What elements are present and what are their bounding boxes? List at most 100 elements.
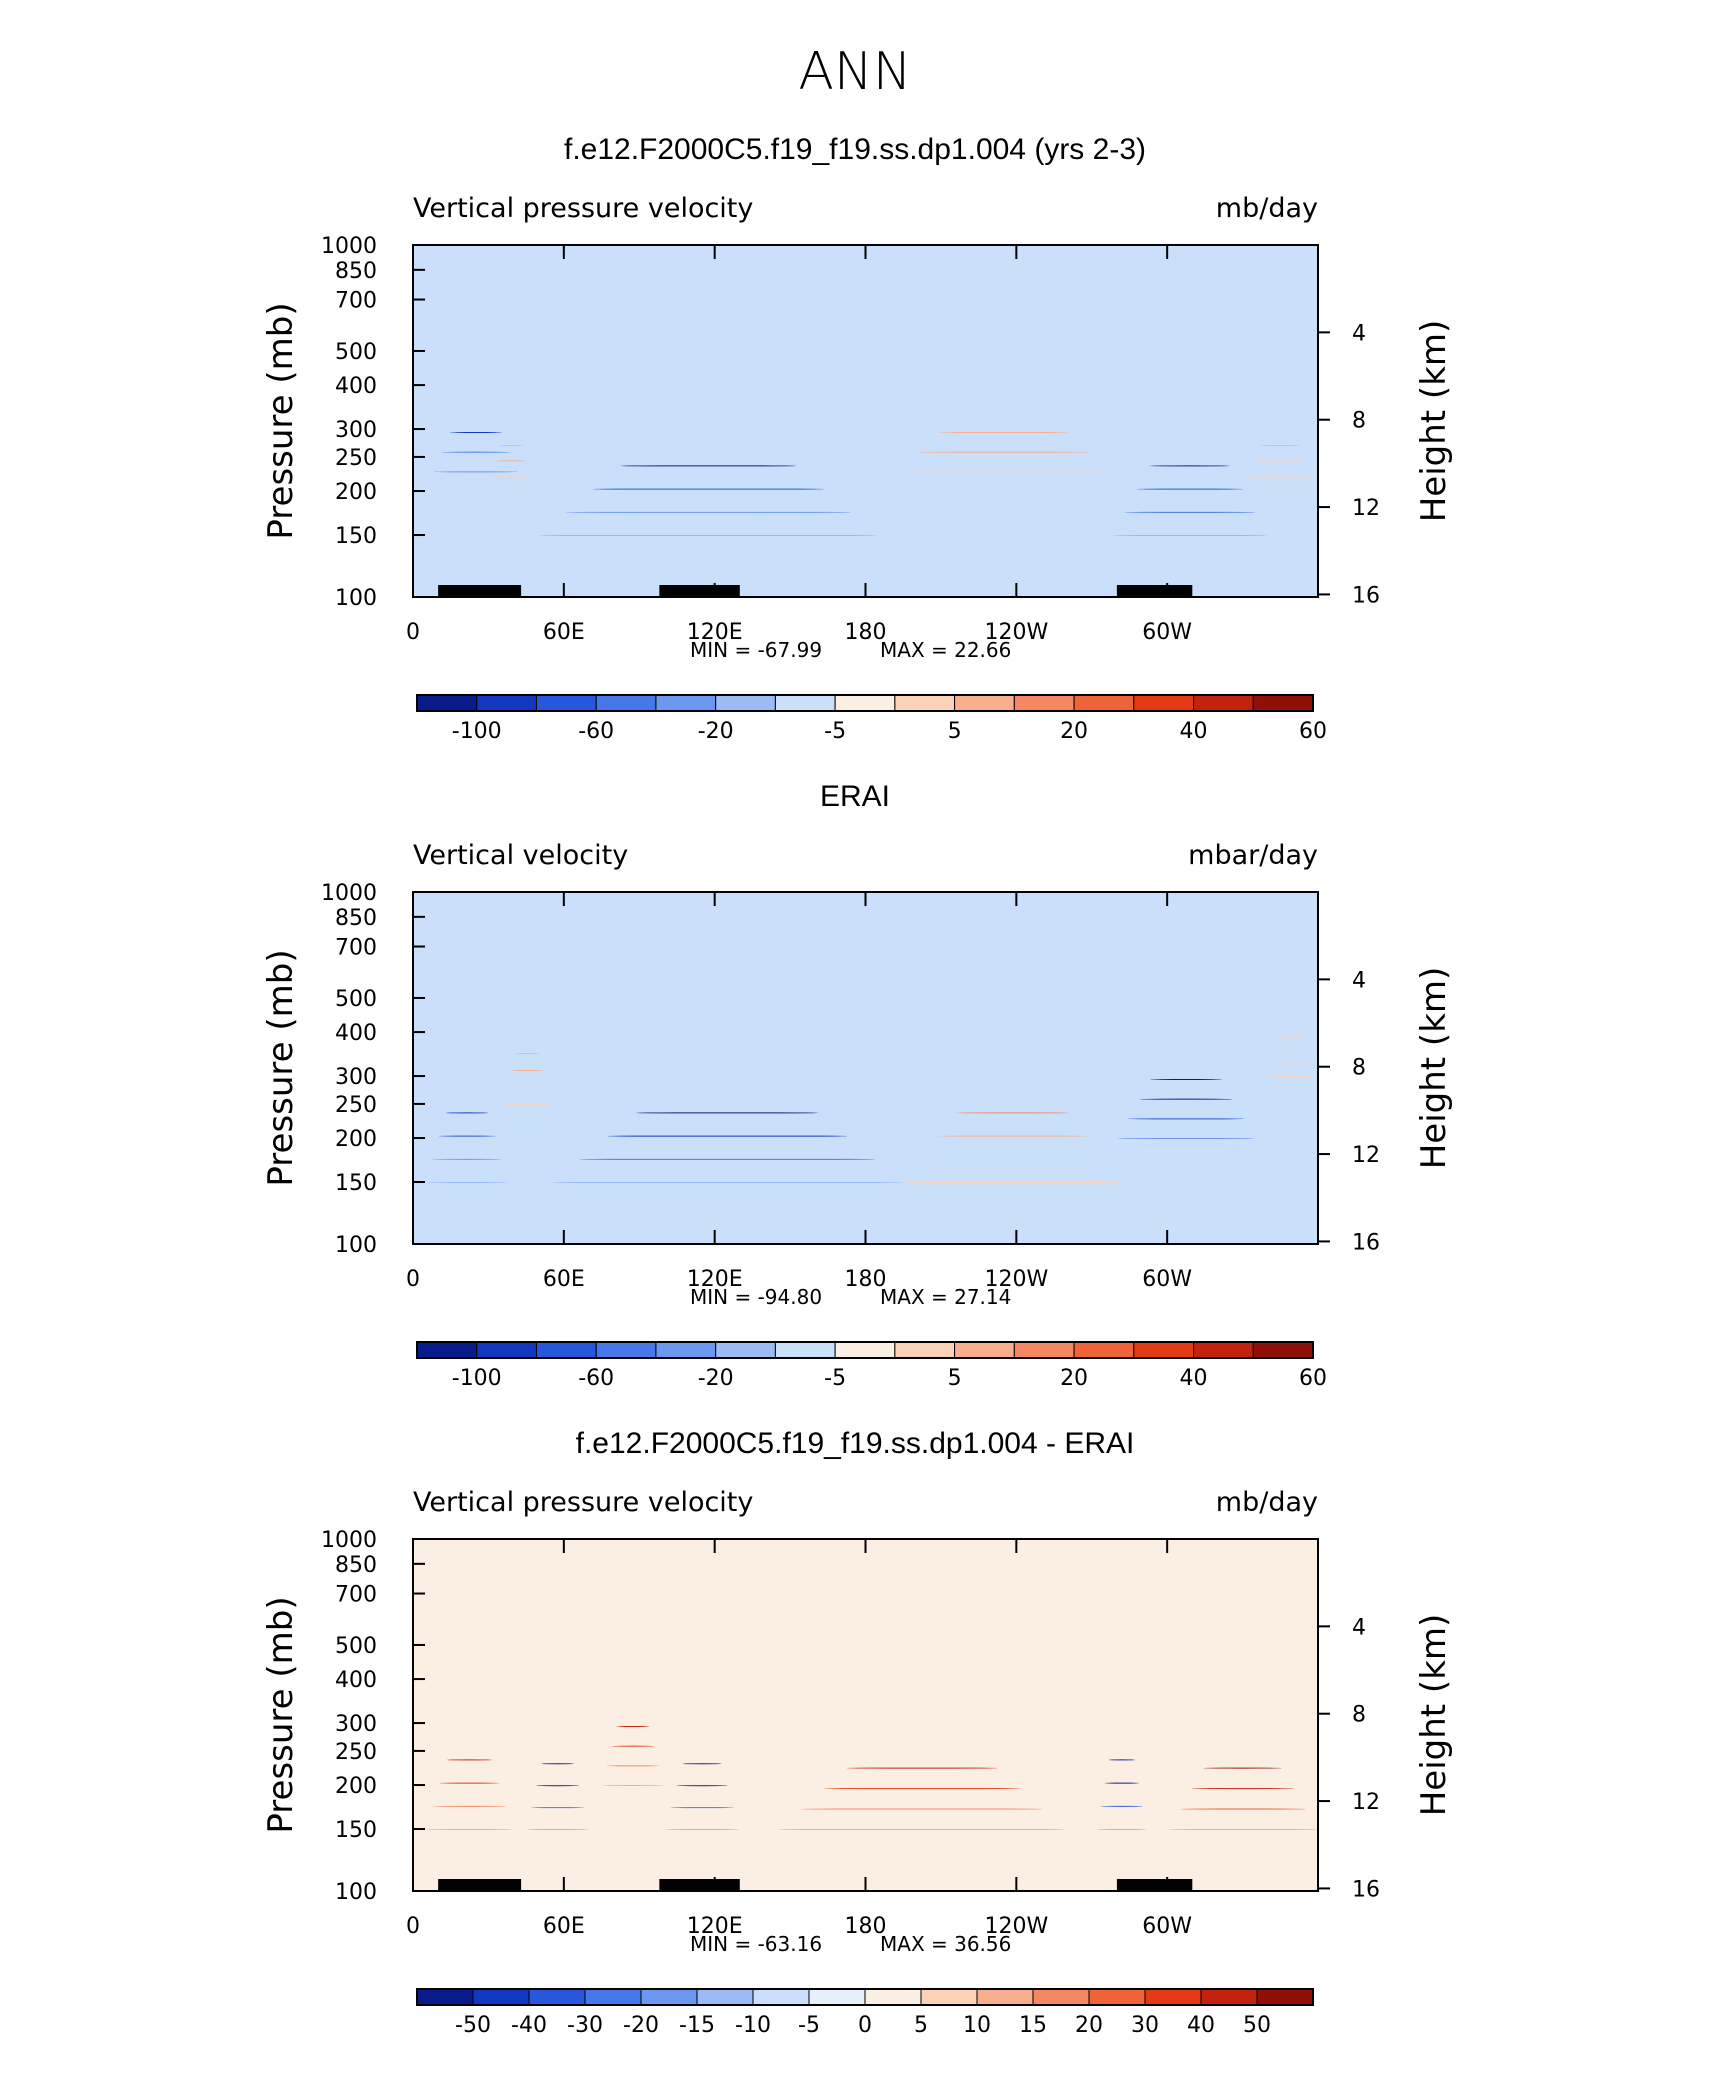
descent-region-6-level-2 <box>1271 1062 1314 1064</box>
ascent-region-1-level-2 <box>433 471 519 473</box>
descent-region-4-level-4 <box>938 431 1070 433</box>
colorbar-swatch <box>976 1988 1034 2006</box>
ascent-region-1-level-3 <box>441 451 511 453</box>
colorbar-swatch <box>774 694 836 712</box>
colorbar-label: -5 <box>824 719 846 744</box>
colorbar-swatch <box>864 1988 922 2006</box>
colorbar-swatch <box>595 1341 657 1359</box>
min-value-label: MIN = -63.16 <box>690 1932 822 1956</box>
y-tick-label: 1000 <box>321 1528 377 1553</box>
colorbar-label: 30 <box>1131 2013 1159 2038</box>
x-tick-label: 60W <box>1142 1914 1192 1939</box>
colorbar-label: -20 <box>623 2013 659 2038</box>
y-tick-label: 150 <box>335 524 377 549</box>
y-tick-label: 200 <box>335 480 377 505</box>
x-tick-label: 120E <box>687 1914 743 1939</box>
ascent-region-5-level-1 <box>1116 1138 1256 1140</box>
colorbar-label: 15 <box>1019 2013 1047 2038</box>
colorbar-swatch <box>920 1988 978 2006</box>
colorbar-swatch <box>584 1988 642 2006</box>
y2-tick-label: 4 <box>1352 1615 1366 1640</box>
y-tick-label: 300 <box>335 1065 377 1090</box>
variable-label: Vertical pressure velocity <box>413 193 753 224</box>
colorbar-label: 20 <box>1060 719 1088 744</box>
max-value-label: MAX = 22.66 <box>880 638 1011 662</box>
x-tick-label: 60W <box>1142 1267 1192 1292</box>
y-tick-label: 150 <box>335 1818 377 1843</box>
colorbar-swatch <box>834 694 896 712</box>
ascent-region-6-level-2 <box>1100 1805 1144 1807</box>
min-value-label: MIN = -94.80 <box>690 1285 822 1309</box>
y2-tick-label: 12 <box>1352 1143 1380 1168</box>
x-tick-label: 0 <box>406 1914 420 1939</box>
ascent-region-3-level-4 <box>635 1112 819 1114</box>
y2-tick-label: 8 <box>1352 1056 1366 1081</box>
descent-region-3-level-3 <box>611 1745 655 1747</box>
colorbar-label: 5 <box>948 1366 962 1391</box>
descent-region-7-level-4 <box>1203 1767 1282 1769</box>
ascent-region-5-level-1 <box>1111 535 1268 537</box>
land-bar-2 <box>659 1879 740 1891</box>
colorbar-swatch <box>1144 1988 1202 2006</box>
y-axis-title: Pressure (mb) <box>261 1596 301 1833</box>
colorbar-swatch <box>1193 1341 1254 1359</box>
colorbar-swatch <box>894 1341 956 1359</box>
descent-region-2-level-2 <box>507 1086 548 1088</box>
ascent-region-2-level-2 <box>531 1807 584 1809</box>
colorbar-label: -60 <box>578 1366 614 1391</box>
colorbar-swatch <box>1200 1988 1258 2006</box>
y-tick-label: 500 <box>335 987 377 1012</box>
panel1-title: f.e12.F2000C5.f19_f19.ss.dp1.004 (yrs 2-… <box>563 133 1146 166</box>
colorbar-swatch <box>1013 694 1075 712</box>
colorbar-swatch <box>535 1341 597 1359</box>
panel3-title: f.e12.F2000C5.f19_f19.ss.dp1.004 - ERAI <box>575 1427 1135 1460</box>
colorbar-label: -20 <box>698 1366 734 1391</box>
colorbar-swatch <box>808 1988 866 2006</box>
colorbar-label: 50 <box>1243 2013 1271 2038</box>
descent-region-2-level-4 <box>499 445 523 447</box>
colorbar-label: 40 <box>1180 719 1208 744</box>
colorbar-frame <box>416 1988 1314 2006</box>
units-label: mbar/day <box>1188 840 1318 871</box>
colorbar-swatch <box>1252 694 1314 712</box>
max-value-label: MAX = 27.14 <box>880 1285 1011 1309</box>
ascent-region-6-level-3 <box>1104 1782 1140 1784</box>
y-tick-label: 150 <box>335 1171 377 1196</box>
descent-region-3-level-2 <box>606 1765 660 1767</box>
colorbar-swatch <box>1032 1988 1090 2006</box>
colorbar-frame <box>416 1341 1314 1359</box>
ascent-region-3-level-1 <box>538 535 879 537</box>
colorbar-label: 10 <box>963 2013 991 2038</box>
colorbar-swatch <box>655 1341 717 1359</box>
colorbar-label: 60 <box>1299 719 1327 744</box>
y2-tick-label: 8 <box>1352 1703 1366 1728</box>
ascent-region-4-level-3 <box>676 1785 728 1787</box>
land-bar-3 <box>1116 585 1193 597</box>
colorbar-swatch <box>595 694 657 712</box>
descent-region-6-level-4 <box>1260 445 1300 447</box>
descent-region-6-level-3 <box>1254 460 1306 462</box>
colorbar-swatch <box>476 1341 537 1359</box>
colorbar-label: 5 <box>914 2013 928 2038</box>
ascent-region-4-level-1 <box>664 1829 740 1831</box>
colorbar-label: -100 <box>452 1366 502 1391</box>
descent-region-4-level-1 <box>903 1182 1122 1184</box>
colorbar-swatch <box>1256 1988 1314 2006</box>
descent-region-4-level-3 <box>918 451 1090 453</box>
colorbar-swatch <box>954 1341 1015 1359</box>
ascent-region-3-level-2 <box>565 511 851 513</box>
x-tick-label: 120W <box>984 1267 1048 1292</box>
y-tick-label: 500 <box>335 340 377 365</box>
descent-region-1-level-4 <box>446 1759 493 1761</box>
colorbar-swatch <box>1133 1341 1195 1359</box>
y2-tick-label: 8 <box>1352 409 1366 434</box>
max-value-label: MAX = 36.56 <box>880 1932 1011 1956</box>
colorbar-label: -40 <box>511 2013 547 2038</box>
land-bar-1 <box>438 1879 522 1891</box>
ascent-region-1-level-1 <box>425 1182 509 1184</box>
ascent-region-5-level-3 <box>1136 488 1243 490</box>
ascent-region-5-level-2 <box>1124 511 1256 513</box>
ascent-region-1-level-2 <box>432 1158 502 1160</box>
x-tick-label: 0 <box>406 620 420 645</box>
